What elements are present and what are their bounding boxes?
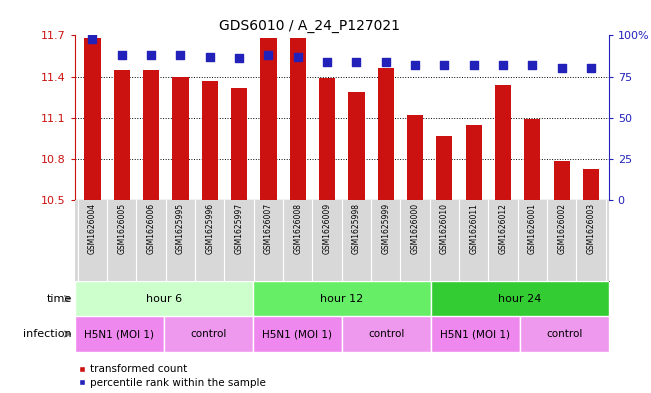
Legend: transformed count, percentile rank within the sample: transformed count, percentile rank withi… [74,360,270,392]
Bar [465,125,482,200]
Point [87,35,98,42]
Text: H5N1 (MOI 1): H5N1 (MOI 1) [440,329,510,339]
Text: GSM1626012: GSM1626012 [499,203,508,254]
Point [117,52,127,58]
Bar [431,316,519,352]
Bar [378,68,394,200]
Text: GSM1625998: GSM1625998 [352,203,361,254]
Text: GSM1626010: GSM1626010 [440,203,449,254]
Text: GDS6010 / A_24_P127021: GDS6010 / A_24_P127021 [219,19,400,33]
Point [263,52,273,58]
Point [557,65,567,72]
Bar [114,70,130,200]
Text: GSM1625997: GSM1625997 [234,203,243,254]
Bar [554,161,570,200]
Point [381,59,391,65]
Bar [173,77,189,200]
Point [292,54,303,60]
Bar [495,85,511,200]
Point [586,65,596,72]
Text: GSM1626009: GSM1626009 [323,203,331,254]
Text: GSM1626008: GSM1626008 [294,203,302,254]
Bar [524,119,540,200]
Bar [253,316,342,352]
Text: GSM1626002: GSM1626002 [557,203,566,254]
Point [352,59,362,65]
Bar [231,88,247,200]
Text: GSM1626003: GSM1626003 [587,203,596,254]
Text: control: control [546,329,583,339]
Text: control: control [368,329,404,339]
Bar [85,38,100,200]
Text: control: control [190,329,227,339]
Bar [407,115,423,200]
Text: H5N1 (MOI 1): H5N1 (MOI 1) [85,329,154,339]
Bar [348,92,365,200]
Text: hour 24: hour 24 [498,294,542,304]
Text: GSM1626004: GSM1626004 [88,203,97,254]
Text: GSM1626011: GSM1626011 [469,203,478,254]
Point [439,62,450,68]
Point [322,59,332,65]
Bar [75,316,164,352]
Bar [519,316,609,352]
Text: GSM1625995: GSM1625995 [176,203,185,254]
Point [146,52,156,58]
Text: hour 12: hour 12 [320,294,363,304]
Text: GSM1626005: GSM1626005 [117,203,126,254]
Text: GSM1625996: GSM1625996 [205,203,214,254]
Text: hour 6: hour 6 [146,294,182,304]
Text: GSM1625999: GSM1625999 [381,203,390,254]
Bar [202,81,218,200]
Text: GSM1626001: GSM1626001 [528,203,537,254]
Point [498,62,508,68]
Point [234,55,244,62]
Text: infection: infection [23,329,72,339]
Text: H5N1 (MOI 1): H5N1 (MOI 1) [262,329,332,339]
Bar [290,38,306,200]
Bar [431,281,609,316]
Point [204,54,215,60]
Bar [436,136,452,200]
Text: GSM1626000: GSM1626000 [411,203,420,254]
Point [527,62,538,68]
Text: time: time [46,294,72,304]
Text: GSM1626006: GSM1626006 [146,203,156,254]
Bar [260,38,277,200]
Text: GSM1626007: GSM1626007 [264,203,273,254]
Bar [164,316,253,352]
Point [469,62,479,68]
Bar [75,281,253,316]
Bar [143,70,159,200]
Point [410,62,421,68]
Bar [342,316,431,352]
Bar [319,78,335,200]
Bar [583,169,599,200]
Point [175,52,186,58]
Bar [253,281,431,316]
